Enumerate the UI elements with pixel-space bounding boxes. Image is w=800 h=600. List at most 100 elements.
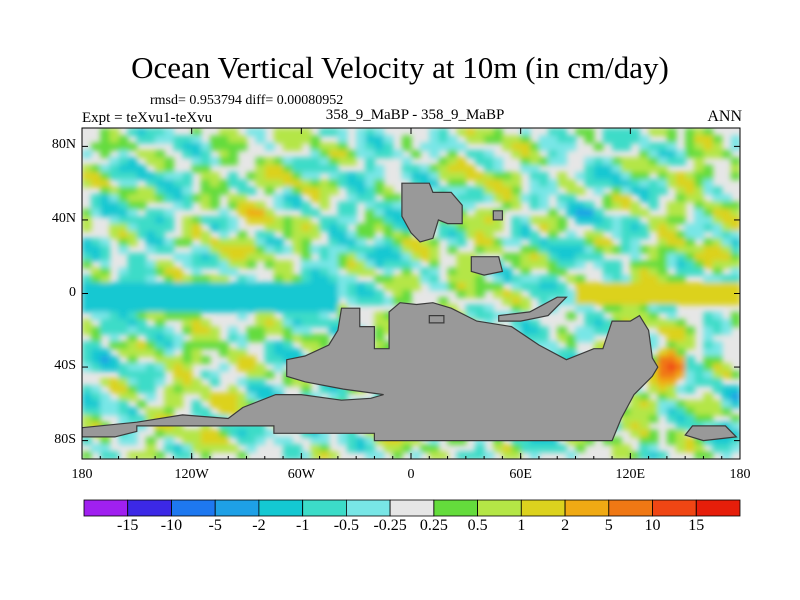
- field-cell: [703, 451, 714, 459]
- field-cell: [429, 135, 439, 144]
- field-cell: [200, 142, 211, 151]
- field-cell: [146, 326, 156, 335]
- field-cell: [666, 253, 677, 261]
- field-cell: [337, 275, 348, 284]
- field-cell: [648, 444, 659, 453]
- field-cell: [109, 142, 120, 151]
- field-cell: [639, 150, 650, 159]
- field-cell: [200, 304, 211, 313]
- field-cell: [100, 436, 110, 445]
- field-cell: [292, 348, 302, 357]
- field-cell: [209, 304, 220, 313]
- field-cell: [136, 128, 147, 136]
- field-cell: [219, 348, 229, 357]
- field-cell: [91, 172, 101, 181]
- field-cell: [529, 275, 540, 284]
- field-cell: [164, 186, 174, 195]
- field-cell: [365, 128, 375, 136]
- field-cell: [255, 326, 266, 335]
- field-cell: [511, 135, 522, 144]
- field-cell: [694, 289, 704, 298]
- field-cell: [82, 282, 92, 291]
- field-cell: [310, 444, 321, 453]
- field-cell: [593, 208, 604, 217]
- field-cell: [383, 341, 394, 350]
- field-cell: [228, 238, 238, 247]
- field-cell: [228, 334, 238, 342]
- field-cell: [209, 142, 220, 151]
- field-cell: [730, 253, 740, 261]
- field-cell: [109, 407, 120, 416]
- field-cell: [666, 282, 677, 291]
- field-cell: [511, 282, 522, 291]
- field-cell: [593, 186, 604, 195]
- field-cell: [584, 326, 595, 335]
- field-cell: [109, 400, 120, 409]
- field-cell: [730, 370, 740, 379]
- field-cell: [630, 289, 640, 298]
- field-cell: [365, 253, 375, 261]
- field-cell: [310, 275, 321, 284]
- field-cell: [191, 348, 202, 357]
- field-cell: [502, 289, 513, 298]
- field-cell: [292, 238, 302, 247]
- field-cell: [493, 223, 503, 232]
- field-cell: [264, 186, 275, 195]
- y-tick-label: 40S: [54, 358, 76, 374]
- field-cell: [593, 260, 604, 269]
- field-cell: [209, 334, 220, 342]
- field-cell: [310, 304, 321, 313]
- field-cell: [365, 282, 375, 291]
- field-cell: [127, 348, 138, 357]
- field-cell: [685, 356, 695, 364]
- field-cell: [146, 451, 156, 459]
- field-cell: [191, 245, 202, 254]
- field-cell: [200, 179, 211, 188]
- field-cell: [164, 400, 174, 409]
- field-cell: [91, 282, 101, 291]
- field-cell: [475, 289, 485, 298]
- field-cell: [593, 164, 604, 173]
- field-cell: [127, 201, 138, 210]
- field-cell: [255, 319, 266, 328]
- field-cell: [639, 407, 650, 416]
- field-cell: [676, 245, 686, 254]
- field-cell: [136, 135, 147, 144]
- field-cell: [365, 223, 375, 232]
- field-cell: [401, 172, 412, 181]
- colorbar-box: [477, 499, 522, 517]
- field-cell: [694, 216, 704, 225]
- field-cell: [593, 289, 604, 298]
- x-tick-label: 60W: [287, 467, 315, 482]
- field-cell: [292, 311, 302, 320]
- colorbar-box: [345, 499, 391, 517]
- field-cell: [136, 451, 147, 459]
- field-cell: [584, 216, 595, 225]
- field-cell: [319, 245, 330, 254]
- field-cell: [712, 370, 723, 379]
- field-cell: [182, 231, 193, 239]
- field-cell: [164, 356, 174, 364]
- field-cell: [511, 179, 522, 188]
- field-cell: [328, 150, 339, 159]
- field-cell: [100, 245, 110, 254]
- field-cell: [602, 245, 613, 254]
- field-cell: [136, 385, 147, 394]
- field-cell: [173, 282, 184, 291]
- field-cell: [502, 201, 513, 210]
- field-cell: [182, 172, 193, 181]
- field-cell: [200, 260, 211, 269]
- field-cell: [283, 451, 293, 459]
- field-cell: [374, 164, 385, 173]
- field-cell: [584, 201, 595, 210]
- field-cell: [383, 201, 394, 210]
- field-cell: [273, 348, 284, 357]
- field-cell: [639, 267, 650, 276]
- field-cell: [337, 179, 348, 188]
- field-cell: [292, 164, 302, 173]
- field-cell: [456, 186, 467, 195]
- field-cell: [685, 422, 695, 431]
- field-cell: [164, 260, 174, 269]
- field-cell: [219, 267, 229, 276]
- field-cell: [109, 451, 120, 459]
